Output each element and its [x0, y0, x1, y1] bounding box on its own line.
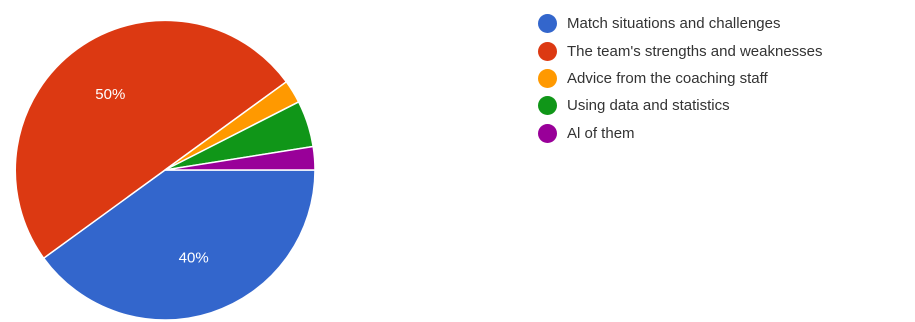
legend-item-4[interactable]: Al of them: [538, 120, 823, 147]
legend-item-3[interactable]: Using data and statistics: [538, 92, 823, 119]
pie-slice-4[interactable]: [164, 145, 316, 171]
legend-swatch-icon: [538, 41, 557, 61]
pie-slice-label-1: 50%: [95, 86, 125, 103]
pie-slice-labels: 40% 50%: [95, 86, 208, 267]
legend-swatch-icon: [538, 96, 557, 116]
legend-swatch-icon: [538, 14, 557, 34]
pie-slice-0[interactable]: [42, 169, 316, 321]
legend-label: Al of them: [567, 124, 635, 142]
legend-item-1[interactable]: The team's strengths and weaknesses: [538, 37, 823, 64]
legend-item-0[interactable]: Match situations and challenges: [538, 10, 823, 37]
legend-label: Match situations and challenges: [567, 15, 781, 33]
legend-item-2[interactable]: Advice from the coaching staff: [538, 65, 823, 92]
legend-label: Using data and statistics: [567, 97, 730, 115]
pie-slices: [14, 19, 316, 321]
legend-label: The team's strengths and weaknesses: [567, 42, 823, 60]
pie-slice-1[interactable]: [14, 19, 288, 260]
pie-chart: 40% 50%: [14, 19, 316, 321]
legend: Match situations and challenges The team'…: [538, 10, 823, 147]
legend-swatch-icon: [538, 68, 557, 88]
pie-slice-label-0: 40%: [179, 249, 209, 266]
legend-label: Advice from the coaching staff: [567, 69, 768, 87]
legend-swatch-icon: [538, 123, 557, 143]
